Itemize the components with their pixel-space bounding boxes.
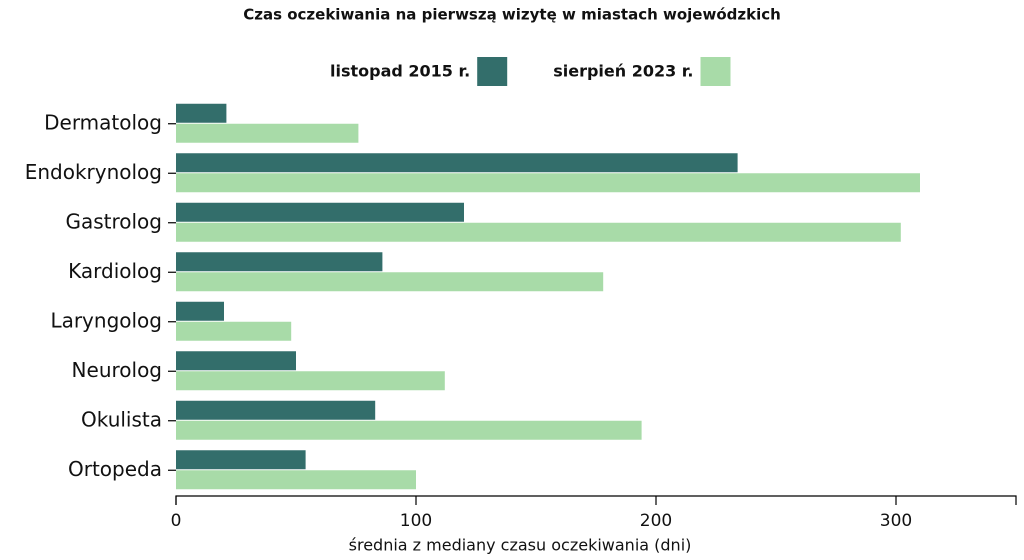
y-tick-label: Kardiolog	[68, 259, 162, 283]
y-tick-label: Dermatolog	[44, 110, 162, 134]
bar	[176, 450, 306, 470]
legend-label: sierpień 2023 r.	[553, 62, 693, 81]
bar	[176, 202, 464, 222]
bar	[176, 321, 292, 341]
legend-label: listopad 2015 r.	[330, 62, 470, 81]
x-axis-label: średnia z mediany czasu oczekiwania (dni…	[349, 536, 692, 555]
bar	[176, 103, 227, 123]
x-tick-label: 300	[880, 511, 912, 531]
y-tick-label: Ortopeda	[68, 457, 162, 481]
x-tick-label: 200	[640, 511, 672, 531]
y-tick-label: Okulista	[81, 407, 162, 431]
bar	[176, 173, 920, 193]
y-tick-label: Endokrynolog	[25, 160, 162, 184]
bar	[176, 301, 224, 321]
y-tick-label: Gastrolog	[65, 209, 162, 233]
bar	[176, 400, 376, 420]
x-axis-line	[175, 495, 1017, 505]
bar	[176, 351, 296, 371]
bar	[176, 153, 738, 173]
bar	[176, 123, 359, 143]
x-tick-label: 0	[171, 511, 182, 531]
y-tick-label: Laryngolog	[50, 308, 162, 332]
legend-swatch	[700, 57, 731, 86]
x-tick-label: 100	[400, 511, 432, 531]
bar	[176, 272, 604, 292]
y-tick-label: Neurolog	[72, 358, 162, 382]
bar	[176, 470, 416, 490]
bar	[176, 252, 383, 272]
bar	[176, 371, 445, 391]
legend-swatch	[477, 57, 508, 86]
bar	[176, 420, 642, 440]
chart-title: Czas oczekiwania na pierwszą wizytę w mi…	[243, 6, 781, 24]
bar	[176, 222, 901, 242]
